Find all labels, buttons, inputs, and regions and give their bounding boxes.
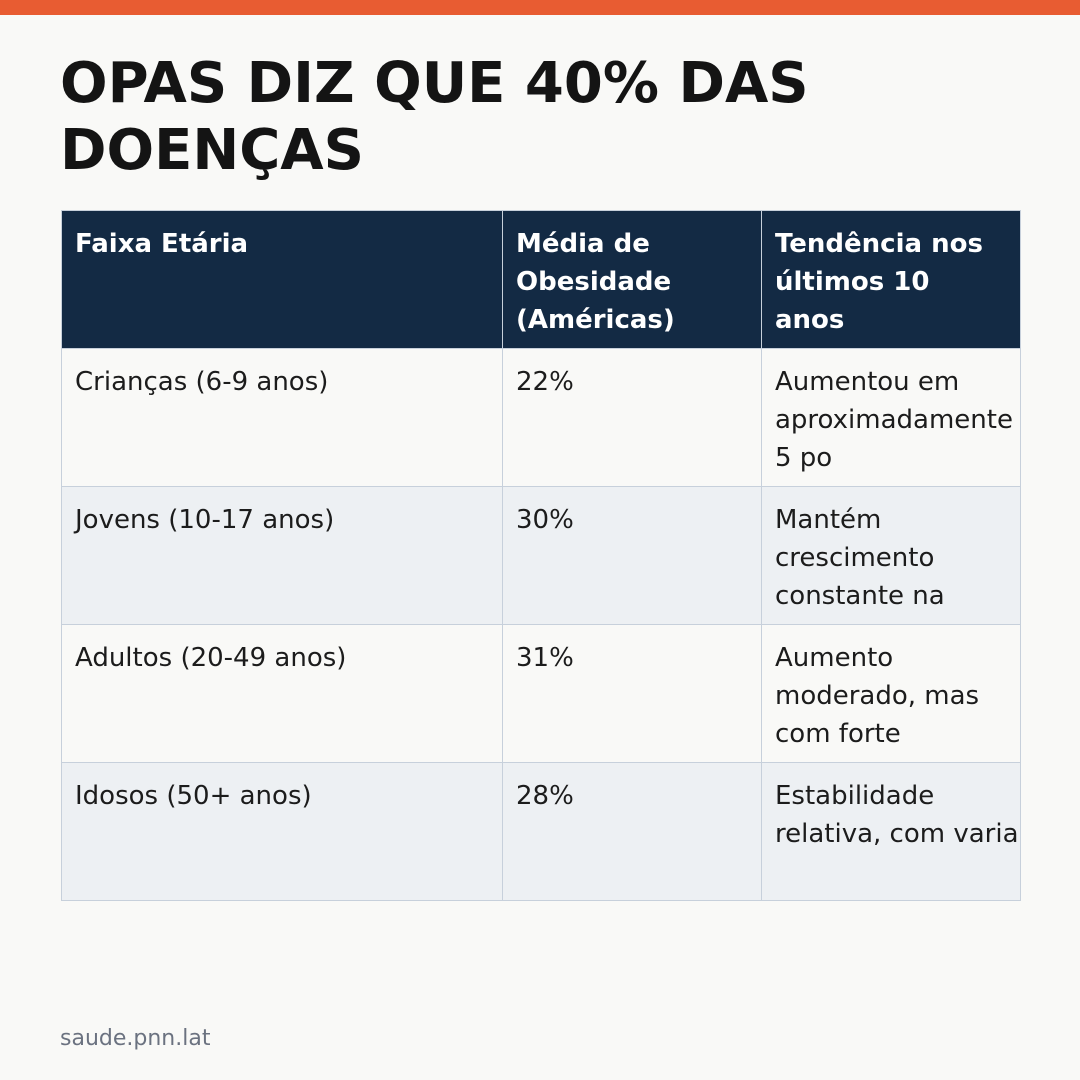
cell-trend: Mantém crescimento constante na [761, 486, 1021, 625]
cell-trend: Aumento moderado, mas com forte [761, 624, 1021, 763]
cell-trend: Aumentou em aproximadamente 5 po [761, 348, 1021, 487]
header-age-group: Faixa Etária [61, 210, 503, 349]
table-row: Jovens (10-17 anos) 30% Mantém crescimen… [61, 486, 1021, 625]
accent-bar [0, 0, 1080, 15]
cell-age-group: Idosos (50+ anos) [61, 762, 503, 901]
header-trend: Tendência nos últimos 10 anos [761, 210, 1021, 349]
cell-age-group: Crianças (6-9 anos) [61, 348, 503, 487]
cell-obesity-average: 30% [502, 486, 762, 625]
table-row: Idosos (50+ anos) 28% Estabilidade relat… [61, 762, 1021, 901]
cell-obesity-average: 31% [502, 624, 762, 763]
header-obesity-average: Média de Obesidade (Américas) [502, 210, 762, 349]
table-row: Crianças (6-9 anos) 22% Aumentou em apro… [61, 348, 1021, 487]
cell-trend: Estabilidade relativa, com varia [761, 762, 1021, 901]
source-label: saude.pnn.lat [60, 1026, 211, 1051]
cell-age-group: Jovens (10-17 anos) [61, 486, 503, 625]
cell-age-group: Adultos (20-49 anos) [61, 624, 503, 763]
table-header-row: Faixa Etária Média de Obesidade (América… [61, 210, 1021, 349]
obesity-table: Faixa Etária Média de Obesidade (América… [61, 210, 1021, 901]
table-row: Adultos (20-49 anos) 31% Aumento moderad… [61, 624, 1021, 763]
cell-obesity-average: 22% [502, 348, 762, 487]
cell-obesity-average: 28% [502, 762, 762, 901]
headline: OPAS DIZ QUE 40% DAS DOENÇAS [60, 51, 809, 183]
